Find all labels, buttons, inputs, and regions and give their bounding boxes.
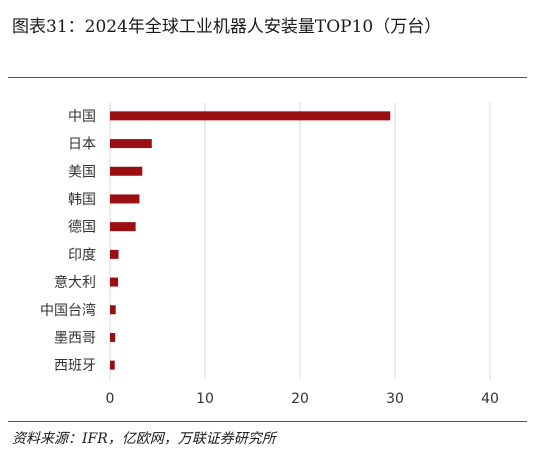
category-label: 意大利 bbox=[54, 274, 96, 291]
title-divider bbox=[8, 77, 527, 78]
source-divider bbox=[8, 421, 527, 422]
bar-西班牙 bbox=[110, 360, 115, 370]
x-tick-label: 0 bbox=[106, 391, 115, 407]
gridlines bbox=[109, 102, 491, 379]
category-label: 美国 bbox=[68, 164, 96, 180]
category-label: 德国 bbox=[68, 220, 96, 236]
chart-title: 图表31：2024年全球工业机器人安装量TOP10（万台） bbox=[12, 17, 442, 37]
bar-韩国 bbox=[110, 194, 140, 204]
source-note: 资料来源：IFR，亿欧网，万联证券研究所 bbox=[12, 431, 276, 447]
category-label: 中国台湾 bbox=[40, 302, 96, 319]
category-label: 墨西哥 bbox=[54, 330, 96, 346]
x-tick-label: 20 bbox=[291, 391, 309, 407]
bar-意大利 bbox=[110, 277, 119, 287]
category-label: 西班牙 bbox=[54, 358, 96, 374]
bar-墨西哥 bbox=[110, 332, 116, 342]
bar-美国 bbox=[110, 166, 143, 176]
bars bbox=[110, 111, 391, 370]
bar-德国 bbox=[110, 222, 136, 232]
category-label: 日本 bbox=[68, 137, 96, 153]
bar-日本 bbox=[110, 139, 152, 149]
category-label: 印度 bbox=[68, 247, 96, 263]
category-label: 韩国 bbox=[68, 192, 96, 208]
x-tick-label: 30 bbox=[386, 391, 404, 407]
bar-中国台湾 bbox=[110, 305, 116, 315]
x-tick-label: 40 bbox=[481, 391, 499, 407]
bar-中国 bbox=[110, 111, 391, 121]
category-label: 中国 bbox=[68, 109, 96, 125]
x-tick-label: 10 bbox=[196, 391, 214, 407]
x-tick-labels: 0 10 20 30 40 bbox=[106, 391, 499, 407]
bar-印度 bbox=[110, 249, 119, 259]
